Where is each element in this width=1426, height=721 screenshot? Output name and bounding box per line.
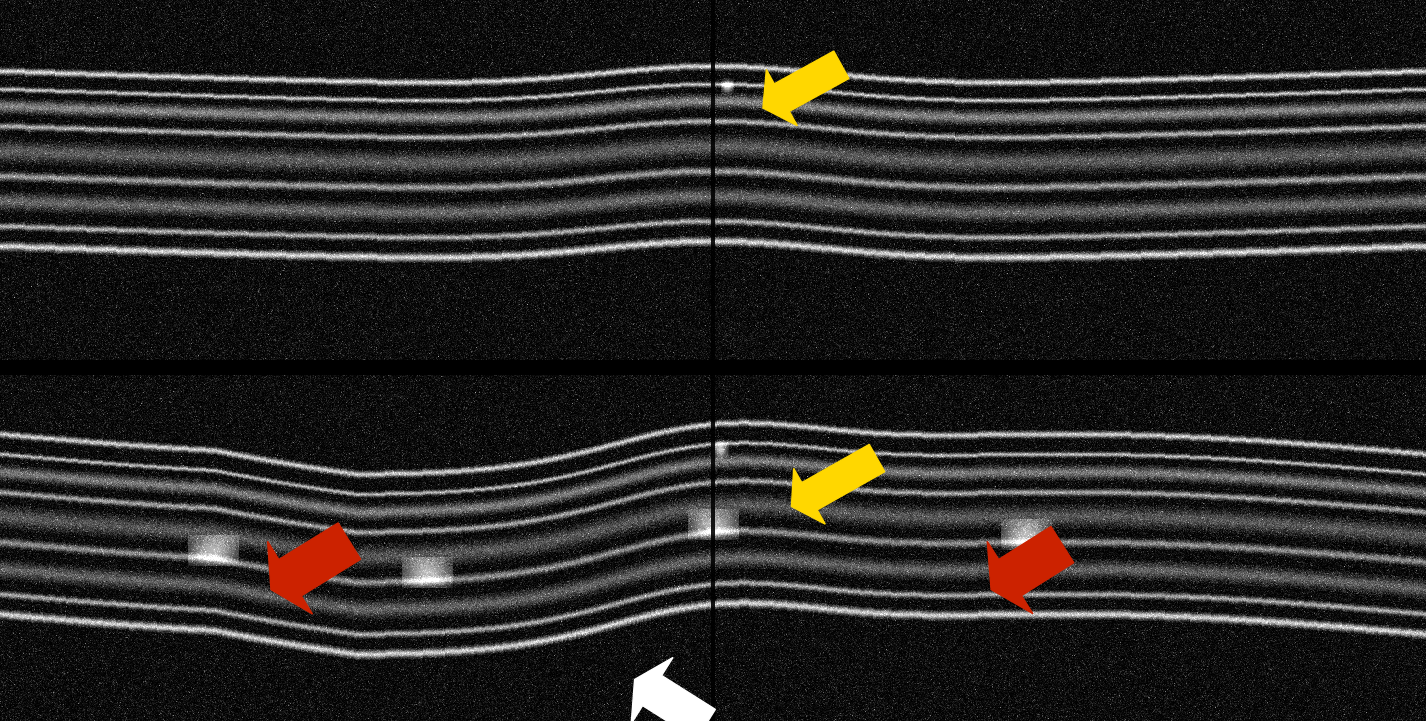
FancyArrow shape (763, 51, 848, 125)
FancyArrow shape (791, 444, 884, 524)
FancyArrow shape (632, 658, 716, 721)
FancyArrow shape (987, 526, 1074, 614)
FancyArrow shape (268, 523, 361, 614)
